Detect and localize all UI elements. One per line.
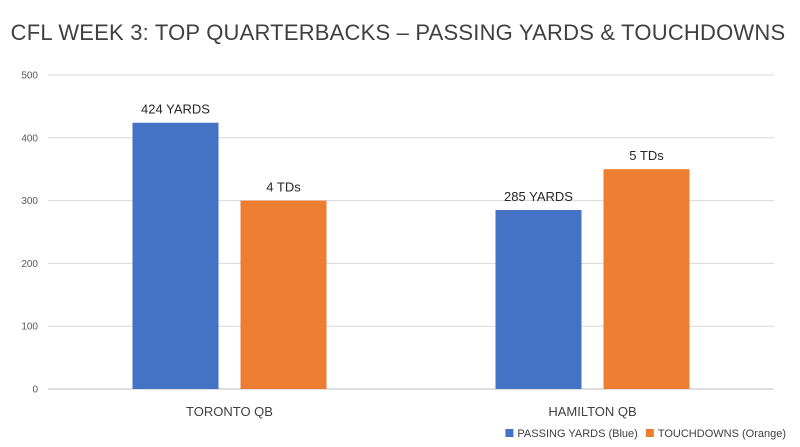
data-labels: 424 YARDS 4 TDs 285 YARDS 5 TDs	[141, 102, 664, 204]
legend-swatch	[645, 429, 654, 437]
y-tick-label: 300	[21, 196, 38, 207]
y-tick-label: 0	[32, 385, 38, 396]
y-axis-ticks: 0 100 200 300 400 500	[21, 71, 38, 396]
legend-swatch	[505, 429, 514, 437]
data-label: 5 TDs	[629, 148, 664, 163]
y-tick-label: 400	[21, 133, 38, 144]
x-axis-categories: TORONTO QB HAMILTON QB	[186, 404, 637, 419]
data-label: 424 YARDS	[141, 102, 210, 117]
legend: PASSING YARDS (Blue) TOUCHDOWNS (Orange)	[505, 428, 786, 440]
data-label: 4 TDs	[266, 180, 301, 195]
legend-label: PASSING YARDS (Blue)	[517, 428, 637, 440]
y-tick-label: 500	[21, 71, 38, 82]
x-category-label: TORONTO QB	[186, 404, 273, 419]
data-label: 285 YARDS	[504, 189, 573, 204]
bar-hamilton-qb-series-1	[603, 169, 690, 389]
chart-title: CFL WEEK 3: TOP QUARTERBACKS – PASSING Y…	[11, 20, 786, 45]
x-category-label: HAMILTON QB	[548, 404, 636, 419]
bar-hamilton-qb-series-0	[495, 210, 582, 389]
bar-toronto-qb-series-1	[240, 200, 327, 389]
bar-toronto-qb-series-0	[132, 122, 219, 389]
y-tick-label: 100	[21, 322, 38, 333]
legend-label: TOUCHDOWNS (Orange)	[658, 428, 786, 440]
bars	[132, 122, 690, 389]
y-tick-label: 200	[21, 259, 38, 270]
